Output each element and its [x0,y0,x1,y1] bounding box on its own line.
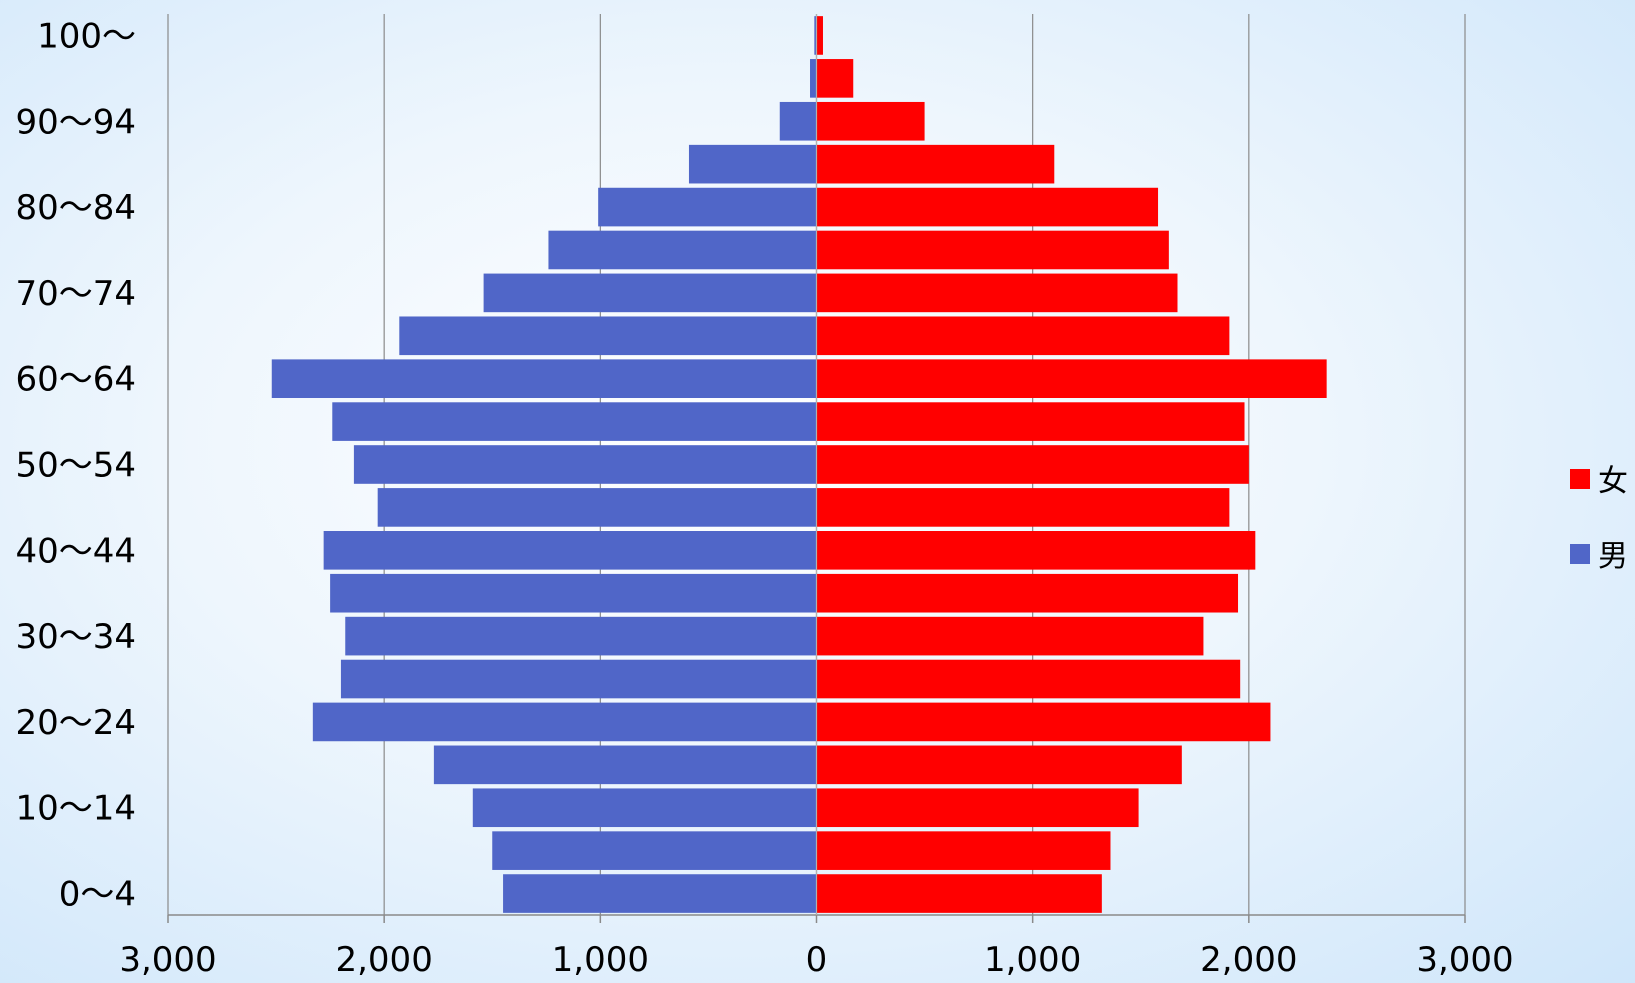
bar-female-11 [816,402,1245,441]
x-tick-label-5: 2,000 [1200,940,1297,980]
bar-male-6 [345,616,817,656]
x-tick-label-4: 1,000 [984,940,1081,980]
bar-male-8 [323,531,817,570]
bar-male-7 [330,573,817,613]
bar-male-3 [433,745,817,785]
category-label-10: 50～54 [15,446,136,486]
x-tick-label-1: 2,000 [335,940,432,980]
bar-male-10 [353,445,817,484]
category-labels: 0～4 10～14 20～24 30～34 40～44 50～54 60～64 70～74 80… [15,16,136,914]
bar-female-15 [816,230,1169,270]
legend-label-1: 男 [1598,539,1628,574]
bar-male-1 [492,831,817,870]
category-label-0: 0～4 [59,875,136,915]
category-label-4: 20～24 [15,703,136,743]
bar-male-19 [810,59,817,98]
x-tick-label-2: 1,000 [552,940,649,980]
category-label-18: 90～94 [15,102,136,142]
category-label-12: 60～64 [15,360,136,400]
bar-male-4 [312,702,817,742]
bar-female-4 [816,702,1271,742]
bar-female-16 [816,187,1159,227]
x-tick-label-3: 0 [806,940,828,980]
bar-male-13 [399,316,817,356]
bar-female-12 [816,359,1327,398]
bar-male-11 [332,402,817,441]
bar-female-18 [816,101,925,141]
bar-female-8 [816,531,1256,570]
bar-female-0 [816,874,1102,913]
bar-female-5 [816,659,1241,699]
bar-female-14 [816,273,1178,313]
category-label-6: 30～34 [15,617,136,657]
bar-female-17 [816,144,1055,184]
legend-swatch-0 [1570,469,1590,489]
bar-female-6 [816,616,1204,656]
x-tick-label-0: 3,000 [119,940,216,980]
bar-male-12 [271,359,817,398]
category-label-14: 70～74 [15,274,136,314]
bar-female-7 [816,573,1239,613]
bar-female-19 [816,59,854,98]
x-tick-label-6: 3,000 [1416,940,1513,980]
bar-female-10 [816,445,1249,484]
category-label-8: 40～44 [15,531,136,571]
x-tick-labels: 3,000 2,000 1,000 0 1,000 2,000 3,000 [119,940,1513,980]
bar-male-17 [688,144,817,184]
bar-male-9 [377,488,817,527]
bar-female-20 [816,16,823,55]
bar-female-9 [816,488,1230,527]
bar-male-5 [340,659,817,699]
bar-male-2 [472,788,817,828]
category-label-16: 80～84 [15,188,136,228]
legend: 女男 [1570,464,1628,574]
legend-label-0: 女 [1598,464,1628,499]
bar-male-15 [548,230,817,270]
bar-female-13 [816,316,1230,356]
category-label-2: 10～14 [15,789,136,829]
bars [271,16,1327,913]
bar-male-18 [779,101,817,141]
bar-female-1 [816,831,1111,870]
axes [167,14,1466,923]
legend-swatch-1 [1570,544,1590,564]
category-label-20: 100～ [37,16,136,56]
bar-male-16 [598,187,817,227]
bar-female-3 [816,745,1182,785]
bar-male-14 [483,273,817,313]
bar-female-2 [816,788,1139,828]
bar-male-0 [503,874,817,913]
bar-male-20 [814,16,817,55]
